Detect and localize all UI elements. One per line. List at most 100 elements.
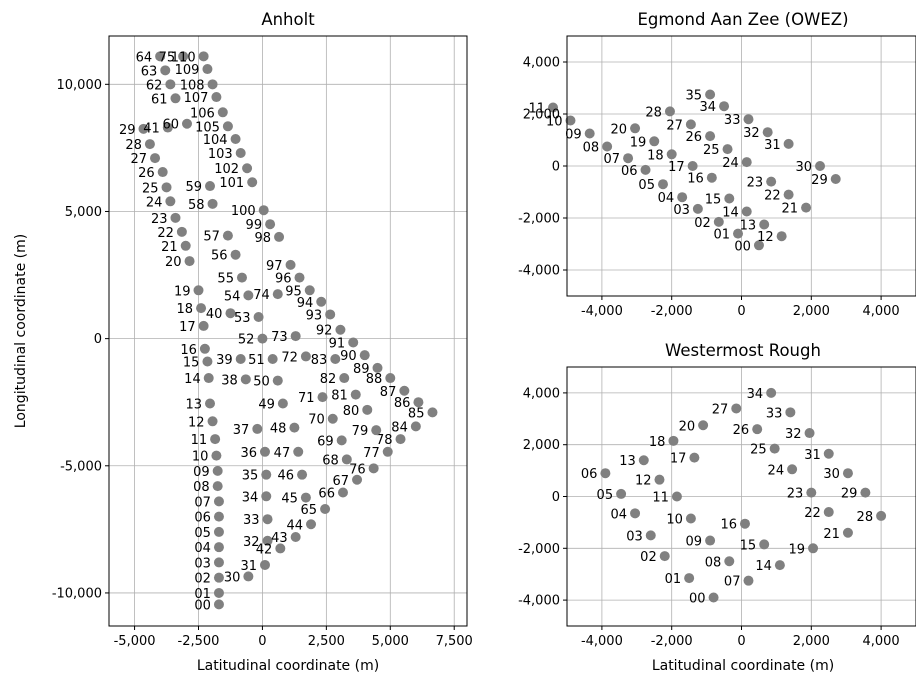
- owez-turbine-label: 10: [546, 115, 563, 130]
- anholt-turbine-point: [272, 375, 283, 386]
- owez-turbine-label: 35: [686, 89, 703, 104]
- owez-turbine-point: [640, 164, 651, 175]
- westermost-xtick-label: 0: [737, 634, 745, 649]
- anholt-turbine-point: [359, 350, 370, 361]
- anholt-turbine-point: [213, 496, 224, 507]
- owez-turbine-label: 27: [666, 118, 683, 133]
- anholt-turbine-label: 89: [353, 362, 370, 377]
- owez-turbine-point: [815, 161, 826, 171]
- westermost-turbine-label: 02: [640, 550, 657, 565]
- anholt-turbine-point: [235, 147, 246, 158]
- anholt-turbine-label: 24: [146, 195, 163, 210]
- owez-xtick-label: 2,000: [793, 304, 830, 319]
- westermost-turbine-label: 30: [823, 467, 840, 482]
- anholt-turbine-label: 106: [190, 106, 215, 121]
- anholt-turbine-label: 35: [242, 469, 259, 484]
- owez-turbine-label: 25: [703, 143, 720, 158]
- anholt-turbine-label: 43: [271, 531, 288, 546]
- anholt-turbine-point: [202, 356, 213, 367]
- westermost-turbine-label: 22: [804, 506, 821, 521]
- westermost-turbine-label: 06: [581, 467, 598, 482]
- anholt-turbine-point: [316, 296, 327, 307]
- owez-turbine-point: [649, 136, 660, 147]
- anholt-turbine-point: [259, 446, 270, 457]
- anholt-turbine-point: [285, 259, 296, 270]
- westermost-turbine-point: [731, 403, 742, 414]
- owez-turbine-point: [713, 216, 724, 227]
- anholt-turbine-point: [243, 290, 254, 301]
- anholt-turbine-label: 28: [125, 138, 142, 153]
- anholt-turbine-label: 40: [206, 307, 223, 322]
- anholt-turbine-label: 13: [185, 397, 202, 412]
- owez-turbine-label: 15: [705, 193, 722, 208]
- anholt-turbine-label: 31: [240, 559, 257, 574]
- anholt-turbine-label: 57: [203, 230, 220, 245]
- westermost-turbine-label: 19: [788, 542, 805, 557]
- anholt-turbine-point: [160, 65, 171, 76]
- westermost-turbine-point: [842, 468, 853, 479]
- anholt-turbine-point: [297, 469, 308, 480]
- anholt-turbine-point: [350, 389, 361, 400]
- anholt-xlabel: Latitudinal coordinate (m): [197, 658, 379, 674]
- westermost-turbine-point: [705, 535, 716, 546]
- anholt-turbine-point: [181, 118, 192, 129]
- owez-ytick-label: 4,000: [523, 56, 560, 71]
- anholt-ytick-label: -10,000: [52, 586, 102, 601]
- westermost-turbine-label: 24: [768, 463, 785, 478]
- anholt-turbine-point: [178, 51, 189, 62]
- westermost-turbine-label: 33: [766, 406, 783, 421]
- anholt-turbine-label: 105: [195, 120, 220, 135]
- anholt-turbine-label: 86: [394, 396, 411, 411]
- westermost-turbine-label: 16: [720, 518, 737, 533]
- owez-turbine-point: [706, 172, 717, 183]
- westermost-turbine-point: [769, 443, 780, 454]
- westermost-turbine-label: 03: [626, 529, 643, 544]
- anholt-turbine-label: 77: [363, 446, 380, 461]
- anholt-turbine-point: [165, 79, 176, 90]
- westermost-turbine-label: 17: [670, 452, 687, 467]
- anholt-turbine-label: 67: [332, 474, 349, 489]
- anholt-turbine-label: 90: [340, 349, 357, 364]
- anholt-turbine-point: [410, 421, 421, 432]
- owez-ytick-label: 0: [552, 160, 560, 175]
- anholt-turbine-label: 97: [266, 259, 283, 274]
- anholt-turbine-label: 48: [270, 422, 287, 437]
- anholt-turbine-label: 102: [214, 162, 239, 177]
- westermost-turbine-point: [645, 530, 656, 541]
- anholt-turbine-label: 65: [301, 503, 318, 518]
- westermost-turbine-point: [743, 575, 754, 586]
- anholt-turbine-label: 02: [194, 572, 211, 587]
- owez-turbine-label: 13: [740, 219, 757, 234]
- westermost-turbine-label: 11: [652, 491, 669, 506]
- anholt-turbine-label: 26: [138, 166, 155, 181]
- anholt-turbine-point: [203, 373, 214, 384]
- westermost-ytick-label: 0: [552, 490, 560, 505]
- anholt-turbine-point: [213, 526, 224, 537]
- westermost-turbine-point: [823, 507, 834, 518]
- westermost-turbine-point: [689, 452, 700, 463]
- westermost-turbine-point: [616, 488, 627, 499]
- owez-turbine-label: 28: [645, 105, 662, 120]
- anholt-ytick-label: 5,000: [65, 205, 102, 220]
- anholt-xtick-label: 2,500: [308, 634, 345, 649]
- owez-turbine-point: [733, 228, 744, 239]
- anholt-turbine-point: [202, 64, 213, 75]
- anholt-turbine-label: 53: [234, 311, 251, 326]
- owez-turbine-label: 08: [583, 141, 600, 156]
- anholt-turbine-label: 51: [248, 353, 265, 368]
- anholt-turbine-point: [205, 398, 216, 409]
- anholt-turbine-point: [327, 413, 338, 424]
- westermost-ytick-label: -4,000: [518, 594, 560, 609]
- anholt-turbine-label: 32: [243, 535, 260, 550]
- anholt-points: 0001020304050607080910111213141516171819…: [119, 50, 438, 613]
- westermost-turbine-label: 07: [724, 575, 741, 590]
- westermost-points: 0001020304050607080910111213141516171819…: [581, 387, 887, 607]
- westermost-xtick-label: -2,000: [651, 634, 693, 649]
- anholt-turbine-label: 78: [376, 433, 393, 448]
- anholt-turbine-point: [211, 92, 222, 103]
- anholt-turbine-label: 85: [408, 406, 425, 421]
- owez-turbine-point: [722, 144, 733, 155]
- owez-turbine-point: [830, 174, 841, 184]
- westermost-panel: Westermost Rough 00010203040506070809101…: [518, 341, 916, 674]
